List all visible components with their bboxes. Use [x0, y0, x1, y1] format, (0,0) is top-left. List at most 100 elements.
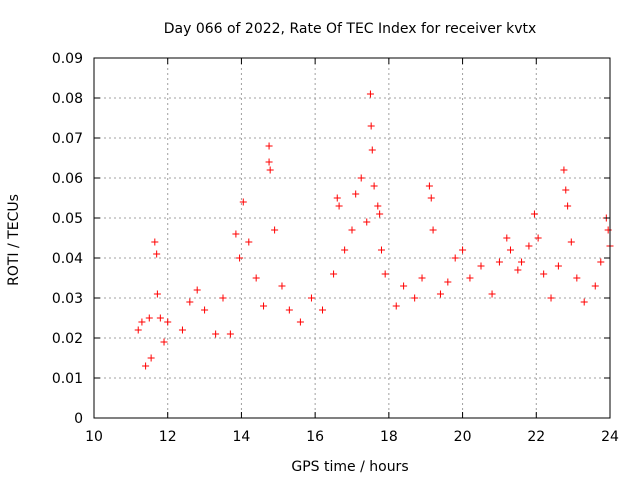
data-point	[368, 146, 376, 154]
data-point	[252, 274, 260, 282]
data-point	[266, 166, 274, 174]
data-point	[145, 314, 153, 322]
data-point	[503, 234, 511, 242]
data-point	[392, 302, 400, 310]
data-point	[333, 194, 341, 202]
data-point	[260, 302, 268, 310]
y-tick-label: 0.06	[52, 171, 83, 187]
data-point	[374, 202, 382, 210]
data-point	[427, 194, 435, 202]
data-point	[444, 278, 452, 286]
data-point	[147, 354, 155, 362]
data-point	[319, 306, 327, 314]
y-tick-label: 0.05	[52, 211, 83, 227]
data-point	[534, 234, 542, 242]
x-tick-label: 14	[233, 429, 251, 445]
y-tick-label: 0.09	[52, 51, 83, 67]
data-point	[160, 338, 168, 346]
data-point	[506, 246, 514, 254]
data-point	[591, 282, 599, 290]
data-point	[547, 294, 555, 302]
data-point	[156, 314, 164, 322]
data-point	[564, 202, 572, 210]
data-point	[138, 318, 146, 326]
data-point	[212, 330, 220, 338]
data-point	[376, 210, 384, 218]
data-point	[363, 218, 371, 226]
data-point	[418, 274, 426, 282]
data-point	[466, 274, 474, 282]
chart-title: Day 066 of 2022, Rate Of TEC Index for r…	[164, 21, 537, 37]
y-tick-label: 0.01	[52, 371, 83, 387]
data-point	[307, 294, 315, 302]
data-point	[186, 298, 194, 306]
data-point	[381, 270, 389, 278]
data-point	[278, 282, 286, 290]
data-point	[540, 270, 548, 278]
data-point	[567, 238, 575, 246]
data-point	[153, 290, 161, 298]
data-point	[341, 246, 349, 254]
x-tick-label: 10	[85, 429, 103, 445]
data-point	[335, 202, 343, 210]
data-point	[573, 274, 581, 282]
data-point	[425, 182, 433, 190]
data-point	[296, 318, 304, 326]
data-point	[153, 250, 161, 258]
data-point	[488, 290, 496, 298]
y-tick-label: 0.07	[52, 131, 83, 147]
data-point	[367, 122, 375, 130]
data-point	[370, 182, 378, 190]
plot-frame	[93, 57, 611, 419]
y-axis-ticks: 0 0.01 0.02 0.03 0.04 0.05 0.06 0.07 0.08 0.09	[52, 51, 610, 427]
y-tick-label: 0.03	[52, 291, 83, 307]
data-point	[597, 258, 605, 266]
data-point	[193, 286, 201, 294]
grid-lines	[94, 58, 610, 418]
data-point	[265, 142, 273, 150]
data-point	[560, 166, 568, 174]
data-point	[142, 362, 150, 370]
x-tick-label: 12	[159, 429, 177, 445]
x-tick-label: 16	[306, 429, 324, 445]
data-point	[265, 158, 273, 166]
data-point	[451, 254, 459, 262]
data-point	[285, 306, 293, 314]
data-point	[514, 266, 522, 274]
x-tick-label: 22	[527, 429, 545, 445]
data-point	[495, 258, 503, 266]
data-point	[245, 238, 253, 246]
data-point	[400, 282, 408, 290]
data-point	[226, 330, 234, 338]
data-point	[580, 298, 588, 306]
data-point	[604, 226, 612, 234]
data-point	[554, 262, 562, 270]
data-point	[201, 306, 209, 314]
data-point	[477, 262, 485, 270]
data-point	[178, 326, 186, 334]
data-point	[377, 246, 385, 254]
y-tick-label: 0.04	[52, 251, 83, 267]
data-point	[518, 258, 526, 266]
y-axis-label: ROTI / TECUs	[6, 194, 22, 286]
data-point	[352, 190, 360, 198]
data-point	[219, 294, 227, 302]
data-points	[134, 90, 614, 370]
data-point	[236, 254, 244, 262]
data-point	[164, 318, 172, 326]
x-tick-label: 24	[601, 429, 619, 445]
data-point	[436, 290, 444, 298]
y-tick-label: 0.02	[52, 331, 83, 347]
data-point	[232, 230, 240, 238]
data-point	[411, 294, 419, 302]
x-tick-label: 20	[454, 429, 472, 445]
data-point	[525, 242, 533, 250]
data-point	[271, 226, 279, 234]
data-point	[151, 238, 159, 246]
x-axis-ticks: 10 12 14 16 18 20 22 24	[85, 58, 619, 445]
data-point	[239, 198, 247, 206]
y-tick-label: 0.08	[52, 91, 83, 107]
y-tick-label: 0	[74, 411, 83, 427]
data-point	[562, 186, 570, 194]
